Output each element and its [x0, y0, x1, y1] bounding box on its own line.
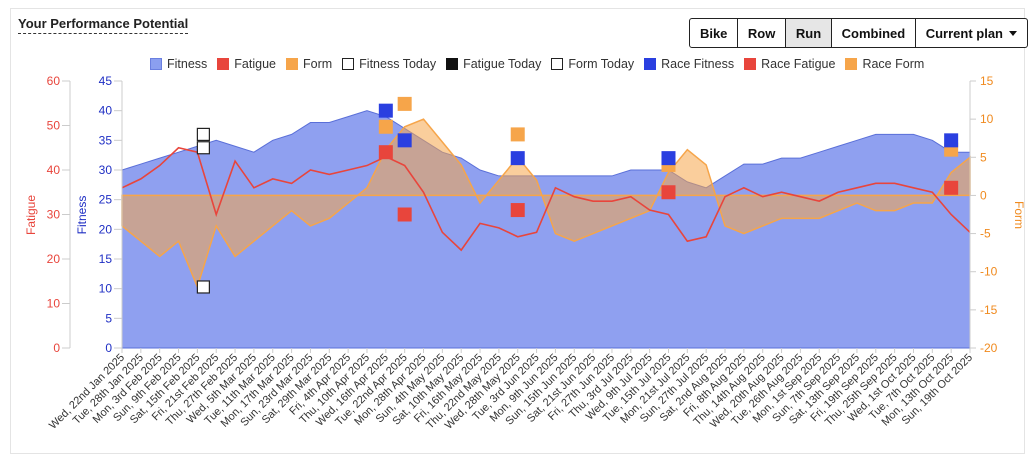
sport-toggle: Bike Row Run Combined Current plan [688, 18, 1028, 48]
race-fatigue-marker [397, 207, 412, 222]
form-tick-label: -5 [980, 227, 991, 241]
chart-legend: Fitness Fatigue Form Fitness Today Fatigue T… [150, 57, 934, 71]
race-fatigue-marker [944, 180, 959, 195]
fatigue-axis-label: Fatigue [24, 195, 38, 235]
legend-swatch [150, 58, 162, 70]
fatigue-tick-label: 50 [47, 119, 61, 133]
legend-item[interactable]: Race Form [845, 57, 924, 71]
legend-swatch [644, 58, 657, 70]
legend-item[interactable]: Form [286, 57, 332, 71]
fitness-tick-label: 15 [99, 252, 113, 266]
race-form-marker [378, 119, 393, 134]
legend-swatch [446, 58, 459, 70]
fitness-tick-label: 10 [99, 282, 113, 296]
legend-item[interactable]: Form Today [551, 57, 634, 71]
form-tick-label: 0 [980, 188, 987, 202]
legend-swatch [217, 58, 230, 70]
race-fitness-marker [510, 151, 525, 166]
form-tick-label: -20 [980, 341, 998, 355]
fitness-tick-label: 30 [99, 163, 113, 177]
race-form-marker [510, 127, 525, 142]
row-button[interactable]: Row [736, 18, 787, 48]
legend-label: Fitness [167, 57, 208, 71]
form-tick-label: 10 [980, 112, 994, 126]
form-tick-label: 5 [980, 150, 987, 164]
legend-label: Race Fitness [661, 57, 735, 71]
form-axis-label: Form [1012, 201, 1026, 229]
bike-button[interactable]: Bike [688, 18, 739, 48]
fatigue-tick-label: 40 [47, 163, 61, 177]
legend-label: Fitness Today [359, 57, 437, 71]
race-fitness-marker [378, 103, 393, 118]
fitness-axis-label: Fitness [75, 196, 89, 235]
legend-item[interactable]: Fatigue [217, 57, 276, 71]
fitness-tick-label: 5 [105, 311, 112, 325]
legend-label: Race Form [862, 57, 925, 71]
fitness-tick-label: 45 [99, 74, 113, 88]
fitness-tick-label: 0 [105, 341, 112, 355]
fatigue-tick-label: 30 [47, 208, 61, 222]
fatigue-line [121, 146, 971, 252]
race-fitness-marker [944, 133, 959, 148]
race-fatigue-marker [378, 145, 393, 160]
race-fatigue-marker [661, 185, 676, 200]
legend-item[interactable]: Fitness Today [342, 57, 436, 71]
fitness-area [121, 110, 971, 349]
legend-label: Form Today [568, 57, 635, 71]
legend-swatch [744, 58, 757, 70]
chart-title: Your Performance Potential [18, 16, 189, 34]
legend-label: Race Fatigue [761, 57, 836, 71]
race-fitness-marker [661, 151, 676, 166]
fitness-tick-label: 20 [99, 222, 113, 236]
legend-swatch [342, 58, 355, 70]
fatigue-today-marker [196, 141, 210, 155]
legend-label: Form [303, 57, 333, 71]
fitness-today-marker [196, 127, 210, 141]
current-plan-label: Current plan [925, 25, 1003, 41]
legend-swatch [845, 58, 858, 70]
legend-item[interactable]: Race Fitness [644, 57, 734, 71]
chevron-down-icon [1009, 30, 1017, 36]
form-tick-label: -10 [980, 265, 998, 279]
fitness-tick-label: 40 [99, 104, 113, 118]
combined-button[interactable]: Combined [830, 18, 917, 48]
current-plan-dropdown[interactable]: Current plan [914, 18, 1028, 48]
race-fitness-marker [397, 133, 412, 148]
fitness-tick-label: 25 [99, 193, 113, 207]
legend-item[interactable]: Fitness [150, 57, 207, 71]
legend-swatch [551, 58, 564, 70]
fatigue-tick-label: 0 [53, 341, 60, 355]
legend-label: Fatigue [234, 57, 276, 71]
legend-swatch [286, 58, 298, 70]
form-tick-label: -15 [980, 303, 998, 317]
legend-item[interactable]: Fatigue Today [446, 57, 541, 71]
legend-label: Fatigue Today [463, 57, 542, 71]
form-today-marker [196, 280, 210, 294]
legend-item[interactable]: Race Fatigue [744, 57, 835, 71]
race-fatigue-marker [510, 203, 525, 218]
race-form-marker [397, 96, 412, 111]
fitness-tick-label: 35 [99, 133, 113, 147]
fatigue-tick-label: 10 [47, 297, 61, 311]
form-tick-label: 15 [980, 74, 994, 88]
fatigue-tick-label: 20 [47, 252, 61, 266]
form-area [121, 118, 971, 290]
fatigue-tick-label: 60 [47, 74, 61, 88]
